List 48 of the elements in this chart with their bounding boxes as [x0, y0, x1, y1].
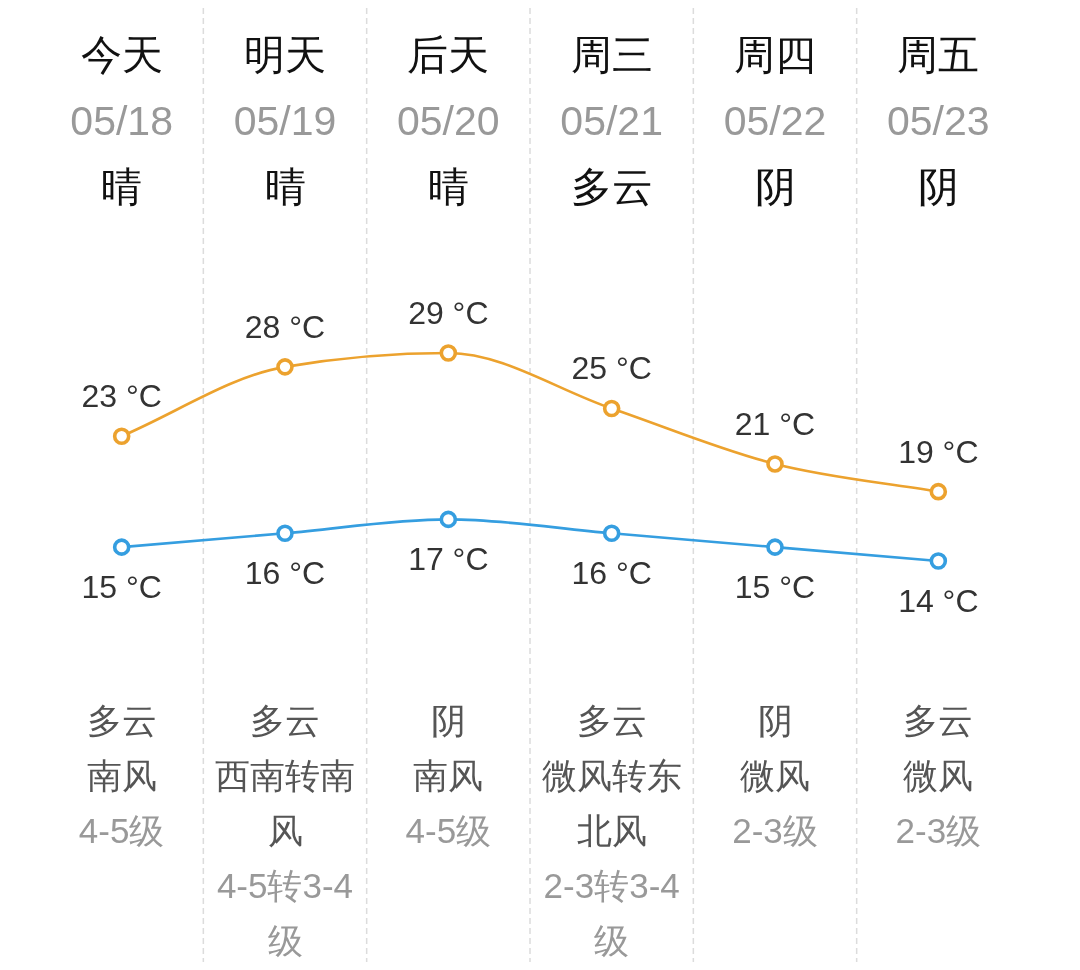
category-label: 周三	[570, 32, 653, 78]
data-label: 23 °C	[81, 378, 162, 415]
annotation: 南风	[86, 755, 157, 795]
annotation: 微风转东北风	[541, 755, 682, 850]
data-label: 17 °C	[408, 541, 489, 578]
data-label: 16 °C	[244, 555, 326, 592]
category-label: 05/19	[233, 98, 337, 144]
annotation: 2-3级	[732, 810, 818, 850]
data-label: 28 °C	[244, 308, 326, 345]
data-label: 25 °C	[571, 350, 652, 387]
category-label: 周四	[734, 32, 816, 78]
annotation: 阴	[757, 700, 793, 740]
annotation: 微风	[903, 755, 974, 795]
data-label: 15 °C	[734, 569, 816, 606]
data-label: 19 °C	[898, 433, 979, 470]
data-label: 15 °C	[81, 569, 162, 606]
category-label: 05/23	[887, 98, 990, 144]
category-label: 05/20	[397, 98, 500, 144]
category-label: 周五	[897, 32, 980, 78]
annotation: 4-5级	[405, 810, 492, 850]
category-label: 05/21	[560, 98, 663, 144]
data-label: 16 °C	[571, 555, 652, 592]
annotation: 4-5级	[78, 810, 165, 850]
annotation: 多云	[576, 700, 647, 740]
category-label: 晴	[427, 164, 469, 210]
data-label: 21 °C	[734, 405, 816, 442]
category-label: 晴	[264, 164, 306, 210]
annotation: 2-3转3-4级	[543, 865, 680, 960]
annotation: 2-3级	[895, 810, 982, 850]
category-label: 阴	[754, 164, 796, 210]
annotation: 西南转南风	[215, 755, 355, 850]
category-label: 多云	[570, 164, 653, 210]
category-label: 晴	[101, 164, 143, 210]
annotation: 微风	[740, 755, 810, 795]
annotation: 南风	[413, 755, 484, 795]
data-label: 14 °C	[898, 583, 979, 619]
annotation: 阴	[430, 700, 466, 740]
category-label: 05/18	[70, 98, 173, 144]
category-label: 明天	[244, 32, 326, 78]
category-label: 阴	[917, 164, 959, 210]
annotation: 4-5转3-4级	[216, 865, 354, 960]
annotation: 多云	[903, 700, 974, 740]
category-label: 后天	[407, 32, 490, 78]
annotation: 多云	[86, 700, 157, 740]
category-label: 05/22	[723, 98, 827, 144]
category-label: 今天	[80, 32, 163, 78]
data-label: 29 °C	[408, 295, 489, 331]
annotation: 多云	[250, 700, 320, 740]
